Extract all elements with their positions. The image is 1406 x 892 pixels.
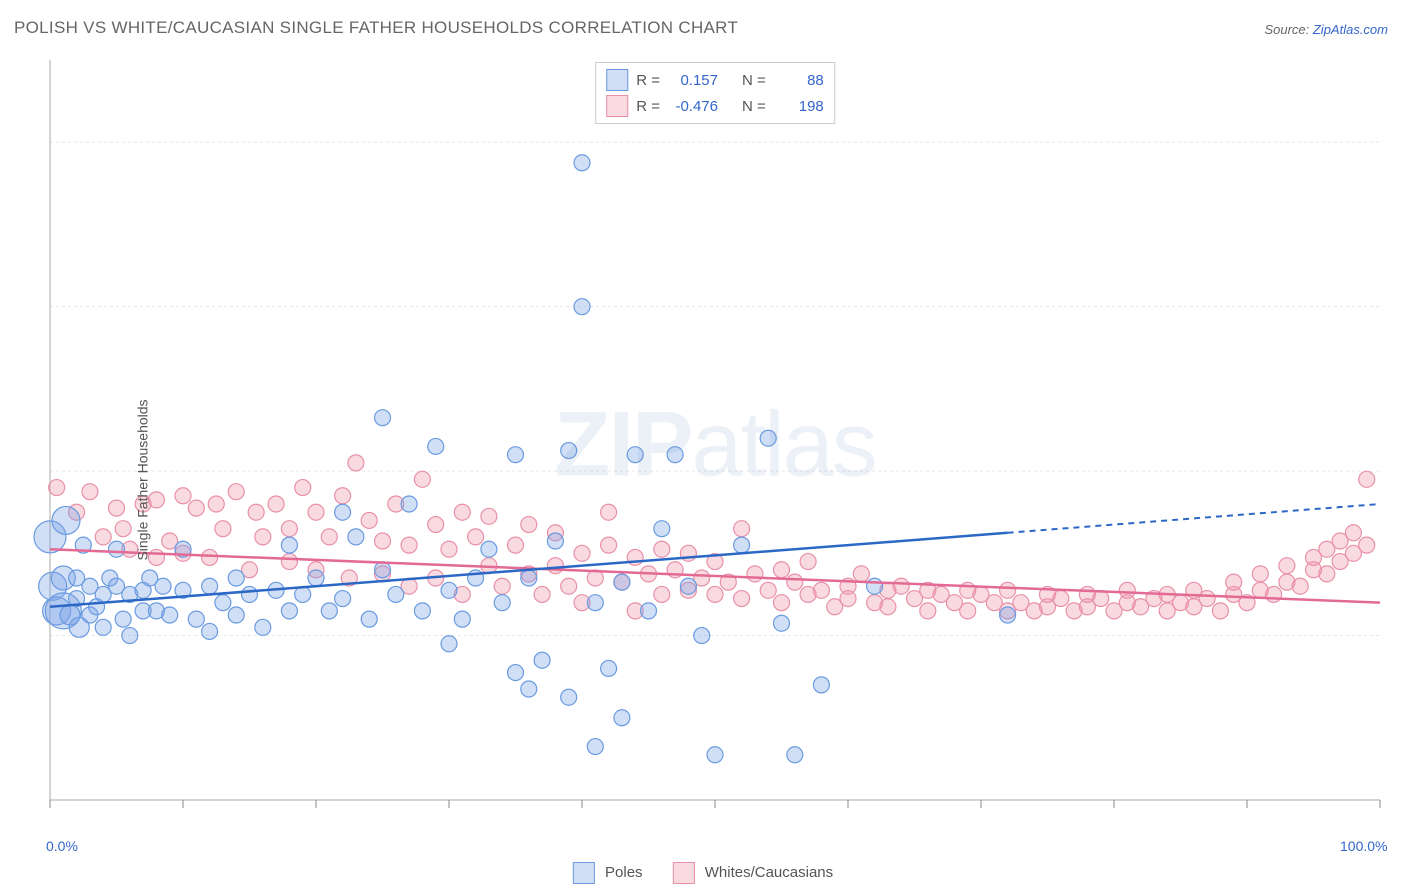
x-tick-label: 100.0%	[1340, 838, 1387, 854]
source-label: Source:	[1264, 22, 1312, 37]
legend-item-series2: Whites/Caucasians	[673, 862, 834, 884]
r-value-1: 0.157	[668, 72, 718, 89]
bottom-legend: Poles Whites/Caucasians	[573, 862, 833, 884]
stats-swatch-series1	[606, 69, 628, 91]
chart-title: POLISH VS WHITE/CAUCASIAN SINGLE FATHER …	[14, 18, 738, 38]
legend-label-series2: Whites/Caucasians	[705, 864, 833, 881]
y-tick-label: 6.0%	[1390, 299, 1406, 315]
x-tick-label: 0.0%	[46, 838, 78, 854]
n-value-2: 198	[774, 98, 824, 115]
legend-item-series1: Poles	[573, 862, 643, 884]
stats-row-series1: R = 0.157 N = 88	[606, 67, 824, 93]
y-axis-label: Single Father Households	[135, 399, 151, 560]
legend-swatch-series2	[673, 862, 695, 884]
stats-swatch-series2	[606, 95, 628, 117]
n-label-1: N =	[742, 72, 766, 89]
r-value-2: -0.476	[668, 98, 718, 115]
y-tick-label: 4.0%	[1390, 463, 1406, 479]
n-value-1: 88	[774, 72, 824, 89]
r-label-2: R =	[636, 98, 660, 115]
y-tick-label: 8.0%	[1390, 134, 1406, 150]
stats-legend-box: R = 0.157 N = 88 R = -0.476 N = 198	[595, 62, 835, 124]
source-credit: Source: ZipAtlas.com	[1264, 22, 1388, 37]
stats-row-series2: R = -0.476 N = 198	[606, 93, 824, 119]
legend-label-series1: Poles	[605, 864, 643, 881]
scatter-chart	[50, 60, 1380, 830]
r-label-1: R =	[636, 72, 660, 89]
source-value: ZipAtlas.com	[1313, 22, 1388, 37]
y-tick-label: 2.0%	[1390, 628, 1406, 644]
n-label-2: N =	[742, 98, 766, 115]
chart-plot-area: Single Father Households ZIPatlas R = 0.…	[50, 60, 1380, 830]
legend-swatch-series1	[573, 862, 595, 884]
